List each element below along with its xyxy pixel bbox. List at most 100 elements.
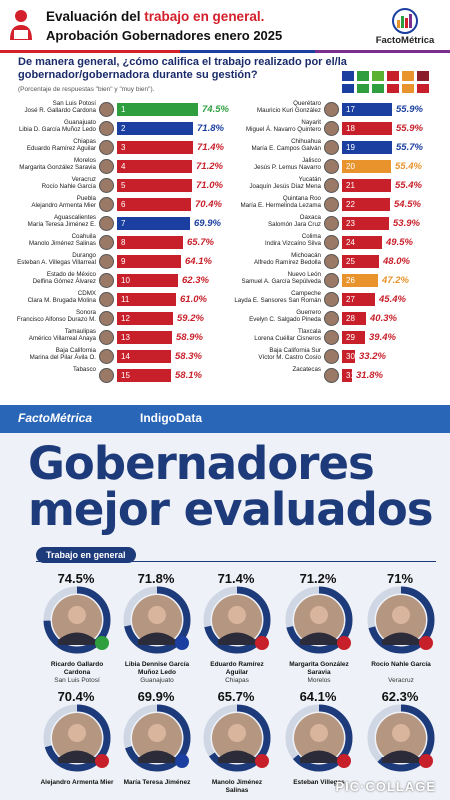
approval-bar	[117, 369, 171, 382]
governor-name: Jesús P. Lemus Navarro	[254, 164, 321, 172]
rank-label: 5	[121, 181, 126, 190]
governor-name: Salomón Jara Cruz	[268, 221, 321, 229]
governor-avatar	[324, 254, 339, 269]
rank-label: 21	[346, 181, 355, 190]
governor-avatar	[324, 102, 339, 117]
governor-avatar	[99, 216, 114, 231]
card-ring-fill	[123, 586, 191, 654]
chart-row: Baja California Marina del Pilar Ávila O.…	[0, 347, 225, 366]
value-label: 31.8%	[356, 370, 383, 381]
governor-card: 70.4% Alejandro Armenta Mier	[40, 689, 130, 800]
rank-label: 10	[121, 276, 130, 285]
card-state: Morelos	[307, 677, 331, 684]
rank-label: 9	[121, 257, 126, 266]
state-name: CDMX	[77, 290, 96, 297]
rank-label: 12	[121, 314, 130, 323]
governor-name: José R. Gallardo Cardona	[24, 107, 96, 115]
governor-avatar	[324, 349, 339, 364]
chart-row: Tamaulipas Américo Villarreal Anaya 13 58.9…	[0, 328, 225, 347]
state-name: Tamaulipas	[64, 328, 96, 335]
party-badge-icon	[175, 636, 189, 650]
governor-avatar	[99, 292, 114, 307]
governor-name: Esteban A. Villegas Villarreal	[17, 259, 96, 267]
approval-bar	[117, 198, 191, 211]
chart-row: Quintana Roo María E. Hermelinda Lezama 22…	[225, 195, 450, 214]
party-logo-pt	[387, 71, 399, 81]
party-logos	[342, 71, 429, 93]
governor-label: San Luis Potosí José R. Gallardo Cardona	[2, 100, 96, 115]
brand-bar: FactoMétrica IndigoData	[0, 405, 450, 433]
value-label: 58.1%	[175, 370, 202, 381]
governor-label: CDMX Clara M. Brugada Molina	[2, 290, 96, 305]
value-label: 53.9%	[393, 218, 420, 229]
chart-row: Baja California Sur Víctor M. Castro Cosí…	[225, 347, 450, 366]
card-percent: 71.8%	[137, 571, 175, 586]
party-logo-pvem	[372, 71, 384, 81]
governor-label: Chiapas Eduardo Ramírez Aguilar	[2, 138, 96, 153]
rank-label: 30	[346, 352, 355, 361]
party-badge-icon	[419, 636, 433, 650]
rank-label: 17	[346, 105, 355, 114]
governor-label: Oaxaca Salomón Jara Cruz	[227, 214, 321, 229]
rank-label: 6	[121, 200, 126, 209]
state-name: Jalisco	[302, 157, 321, 164]
approval-bar	[342, 160, 391, 173]
card-percent: 64.1%	[299, 689, 337, 704]
approval-bar	[342, 274, 378, 287]
approval-bar	[117, 103, 198, 116]
governor-name: María E. Hermelinda Lezama	[240, 202, 321, 210]
card-percent: 65.7%	[217, 689, 255, 704]
approval-bar	[342, 122, 392, 135]
rank-label: 13	[121, 333, 130, 342]
rank-label: 19	[346, 143, 355, 152]
state-name: Nuevo León	[287, 271, 321, 278]
rank-label: 1	[121, 105, 126, 114]
governor-name: Manolo Jiménez Salinas	[28, 240, 96, 248]
chart-row: Nayarit Miguel Á. Navarro Quintero 18 55.9%	[225, 119, 450, 138]
card-name: Ricardo Gallardo Cardona	[50, 661, 104, 676]
governor-label: Colima Indira Vizcaíno Silva	[227, 233, 321, 248]
governor-name: Miguel Á. Navarro Quintero	[246, 126, 321, 134]
governor-avatar	[324, 121, 339, 136]
value-label: 45.4%	[379, 294, 406, 305]
card-name: Libia Dennise García Muñoz Ledo	[124, 661, 190, 676]
governor-name: Alfredo Ramírez Bedolla	[253, 259, 321, 267]
state-name: Coahuila	[71, 233, 96, 240]
governor-name: Francisco Alfonso Durazo M.	[16, 316, 96, 324]
card-percent: 69.9%	[137, 689, 175, 704]
governor-label: Tamaulipas Américo Villarreal Anaya	[2, 328, 96, 343]
approval-bar	[117, 122, 193, 135]
card-ring-fill	[203, 586, 271, 654]
brand-factometrica: FactoMétrica	[18, 411, 93, 425]
state-name: Baja California	[55, 347, 96, 354]
value-label: 61.0%	[180, 294, 207, 305]
governor-avatar	[99, 273, 114, 288]
governor-label: Veracruz Rocío Nahle García	[2, 176, 96, 191]
chart-row: CDMX Clara M. Brugada Molina 11 61.0%	[0, 290, 225, 309]
card-percent: 74.5%	[57, 571, 95, 586]
approval-chart-panel: Evaluación del trabajo en general. Aprob…	[0, 8, 450, 383]
state-name: Yucatán	[298, 176, 321, 183]
card-percent: 71.4%	[217, 571, 255, 586]
approval-bar	[342, 331, 365, 344]
card-percent: 71%	[386, 571, 414, 586]
governor-label: Campeche Layda E. Sansores San Román	[227, 290, 321, 305]
legend-swatch-pan	[342, 84, 354, 93]
governor-avatar	[99, 254, 114, 269]
state-name: Chihuahua	[291, 138, 321, 145]
card-ring	[367, 586, 435, 654]
state-name: Aguascalientes	[54, 214, 96, 221]
bar-logo-icon	[392, 8, 418, 34]
governor-label: Jalisco Jesús P. Lemus Navarro	[227, 157, 321, 172]
governor-avatar	[99, 159, 114, 174]
chart-row: Tlaxcala Lorena Cuéllar Cisneros 29 39.4%	[225, 328, 450, 347]
governor-label: Michoacán Alfredo Ramírez Bedolla	[227, 252, 321, 267]
card-state: Guanajuato	[140, 677, 174, 684]
governor-card: 71.8% Libia Dennise García Muñoz Ledo Guan…	[120, 571, 210, 691]
card-ring-fill	[203, 704, 271, 772]
legend-swatch-mc	[402, 84, 414, 93]
value-label: 54.5%	[394, 199, 421, 210]
governor-name: Clara M. Brugada Molina	[27, 297, 96, 305]
chart-row: Querétaro Mauricio Kuri González 17 55.9%	[225, 100, 450, 119]
card-ring-fill	[285, 704, 353, 772]
